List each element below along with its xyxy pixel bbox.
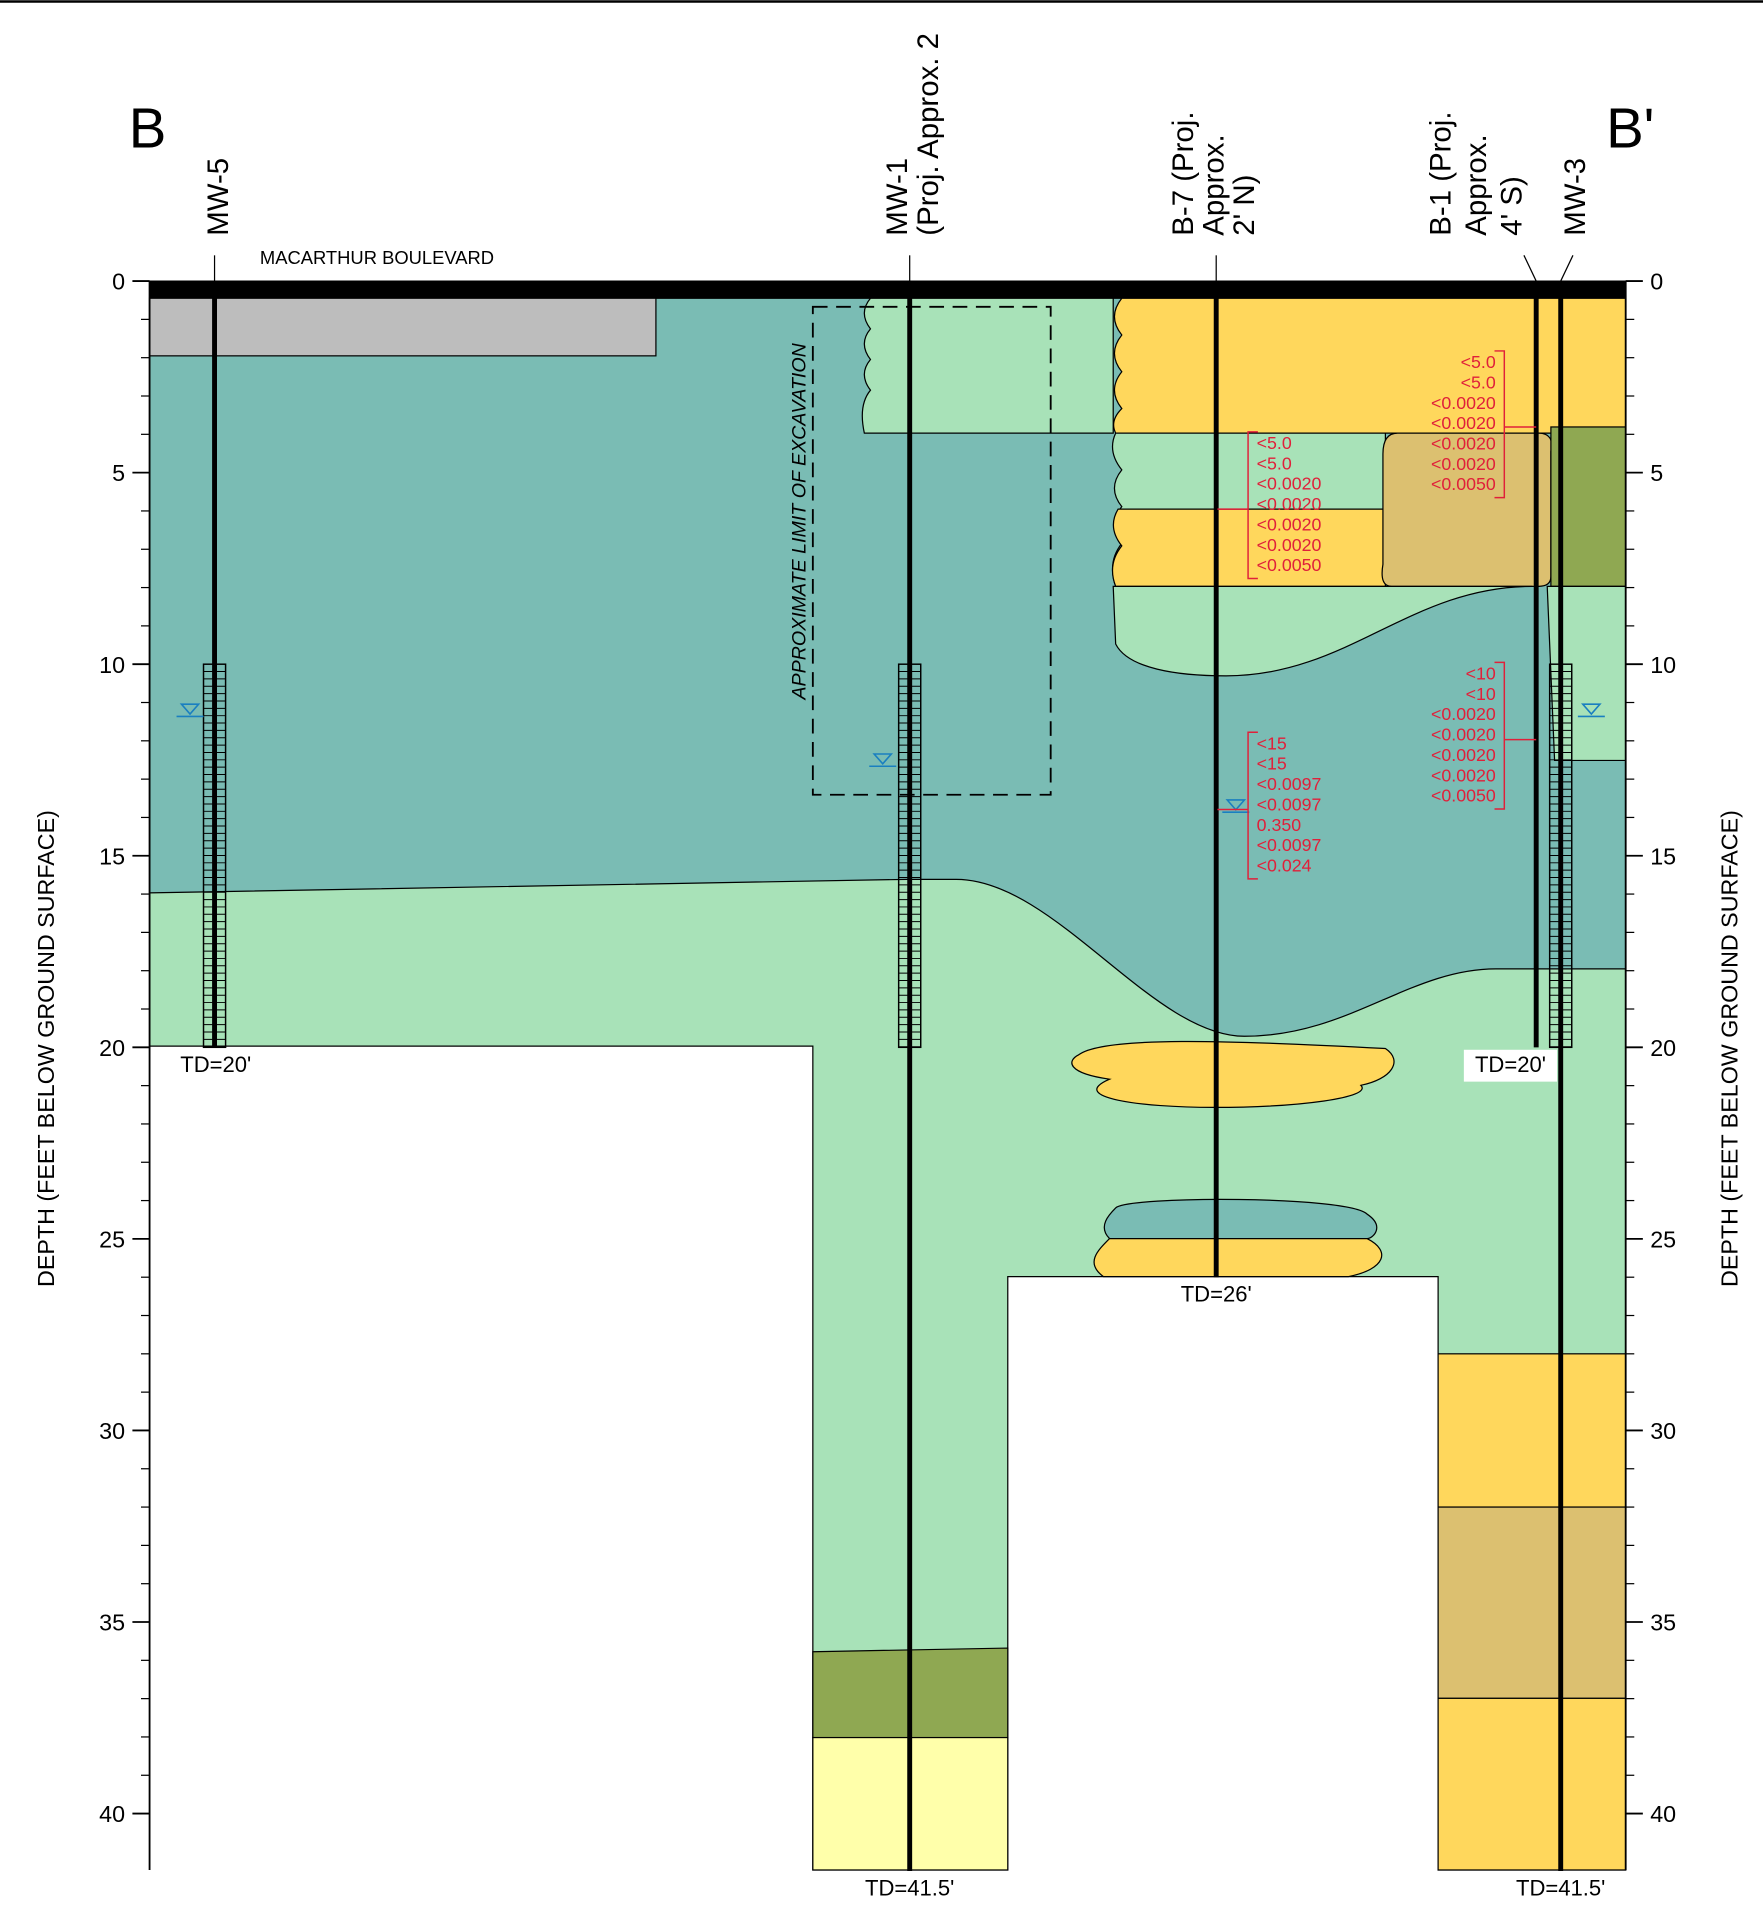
result-value: <0.024	[1257, 856, 1312, 876]
total-depth-label: TD=20'	[180, 1052, 251, 1077]
total-depth-label: TD=20'	[1475, 1052, 1546, 1077]
result-value: <15	[1257, 754, 1287, 774]
well-name: B-1 (Proj.	[1424, 112, 1457, 236]
result-value: <5.0	[1257, 453, 1292, 473]
tick-label: 25	[99, 1226, 125, 1252]
result-value: <0.0097	[1257, 774, 1322, 794]
result-value: <0.0020	[1431, 393, 1496, 413]
well-name: 4' S)	[1495, 176, 1528, 236]
page: APPROXIMATE LIMIT OF EXCAVATION MACARTHU…	[0, 0, 1763, 1923]
result-value: <10	[1466, 684, 1496, 704]
result-value: <0.0097	[1257, 794, 1322, 814]
result-value: <0.0020	[1431, 434, 1496, 454]
result-value: <0.0097	[1257, 835, 1322, 855]
result-value: 0.350	[1257, 815, 1302, 835]
total-depth-label: TD=41.5'	[1516, 1876, 1605, 1901]
result-value: <0.0020	[1257, 535, 1322, 555]
well-name: Approx.	[1460, 134, 1493, 235]
axis-title-right: DEPTH (FEET BELOW GROUND SURFACE)	[1716, 810, 1742, 1287]
tick-label: 15	[1650, 843, 1676, 869]
result-value: <0.0020	[1431, 454, 1496, 474]
cross-section: APPROXIMATE LIMIT OF EXCAVATION MACARTHU…	[0, 0, 1763, 1923]
well-name: B-7 (Proj.	[1167, 112, 1200, 236]
tick-label: 35	[1650, 1610, 1676, 1636]
tick-label: 20	[99, 1035, 125, 1061]
axis-title-left: DEPTH (FEET BELOW GROUND SURFACE)	[33, 810, 59, 1287]
well-name: (Proj. Approx. 2	[912, 33, 945, 236]
pavement	[150, 281, 1626, 298]
well-name: MW-1	[881, 158, 914, 236]
sand-layer	[1438, 1354, 1626, 1507]
sand-layer	[1438, 1698, 1626, 1870]
tick-label: 0	[112, 269, 125, 295]
result-value: <0.0050	[1257, 555, 1322, 575]
section-end: B'	[1606, 96, 1654, 159]
result-value: <0.0020	[1431, 765, 1496, 785]
tick-label: 15	[99, 843, 125, 869]
soil-layers	[150, 281, 1626, 1870]
clay-lens	[1104, 1199, 1376, 1238]
result-value: <0.0020	[1431, 725, 1496, 745]
tick-label: 10	[1650, 652, 1676, 678]
result-value: <5.0	[1461, 372, 1496, 392]
sand-lens	[1094, 1239, 1382, 1277]
well-leader	[1524, 255, 1536, 281]
total-depth-label: TD=41.5'	[865, 1876, 954, 1901]
well-name: MW-3	[1559, 158, 1592, 236]
tick-label: 20	[1650, 1035, 1676, 1061]
result-value: <0.0020	[1257, 514, 1322, 534]
sand-layer	[1114, 298, 1626, 433]
total-depth-label: TD=26'	[1181, 1282, 1252, 1307]
result-value: <0.0020	[1257, 494, 1322, 514]
tick-label: 25	[1650, 1226, 1676, 1252]
tick-label: 10	[99, 652, 125, 678]
tick-label: 40	[99, 1801, 125, 1827]
well-name: Approx.	[1198, 134, 1231, 235]
sand-layer	[1113, 509, 1386, 586]
result-value: <5.0	[1257, 433, 1292, 453]
clayey-sand-layer	[1438, 1507, 1626, 1698]
road-label: MACARTHUR BOULEVARD	[260, 247, 494, 268]
well-name: 2' N)	[1228, 175, 1261, 236]
result-value: <0.0020	[1257, 474, 1322, 494]
tick-label: 30	[99, 1418, 125, 1444]
well-leader	[1561, 255, 1573, 281]
result-value: <0.0020	[1431, 704, 1496, 724]
tick-label: 30	[1650, 1418, 1676, 1444]
silt-layer	[862, 298, 1113, 433]
tick-label: 0	[1650, 269, 1663, 295]
result-value: <15	[1257, 733, 1287, 753]
result-value: <5.0	[1461, 352, 1496, 372]
fill-layer	[150, 298, 656, 356]
well-name: MW-5	[202, 158, 235, 236]
tick-label: 5	[112, 460, 125, 486]
result-value: <0.0050	[1431, 786, 1496, 806]
sand-lens	[1072, 1041, 1394, 1107]
tick-label: 5	[1650, 460, 1663, 486]
result-value: <10	[1466, 664, 1496, 684]
tick-label: 35	[99, 1610, 125, 1636]
section-start: B	[129, 96, 167, 159]
result-value: <0.0020	[1431, 745, 1496, 765]
excavation-label: APPROXIMATE LIMIT OF EXCAVATION	[788, 342, 810, 700]
result-value: <0.0050	[1431, 474, 1496, 494]
tick-label: 40	[1650, 1801, 1676, 1827]
result-value: <0.0020	[1431, 413, 1496, 433]
